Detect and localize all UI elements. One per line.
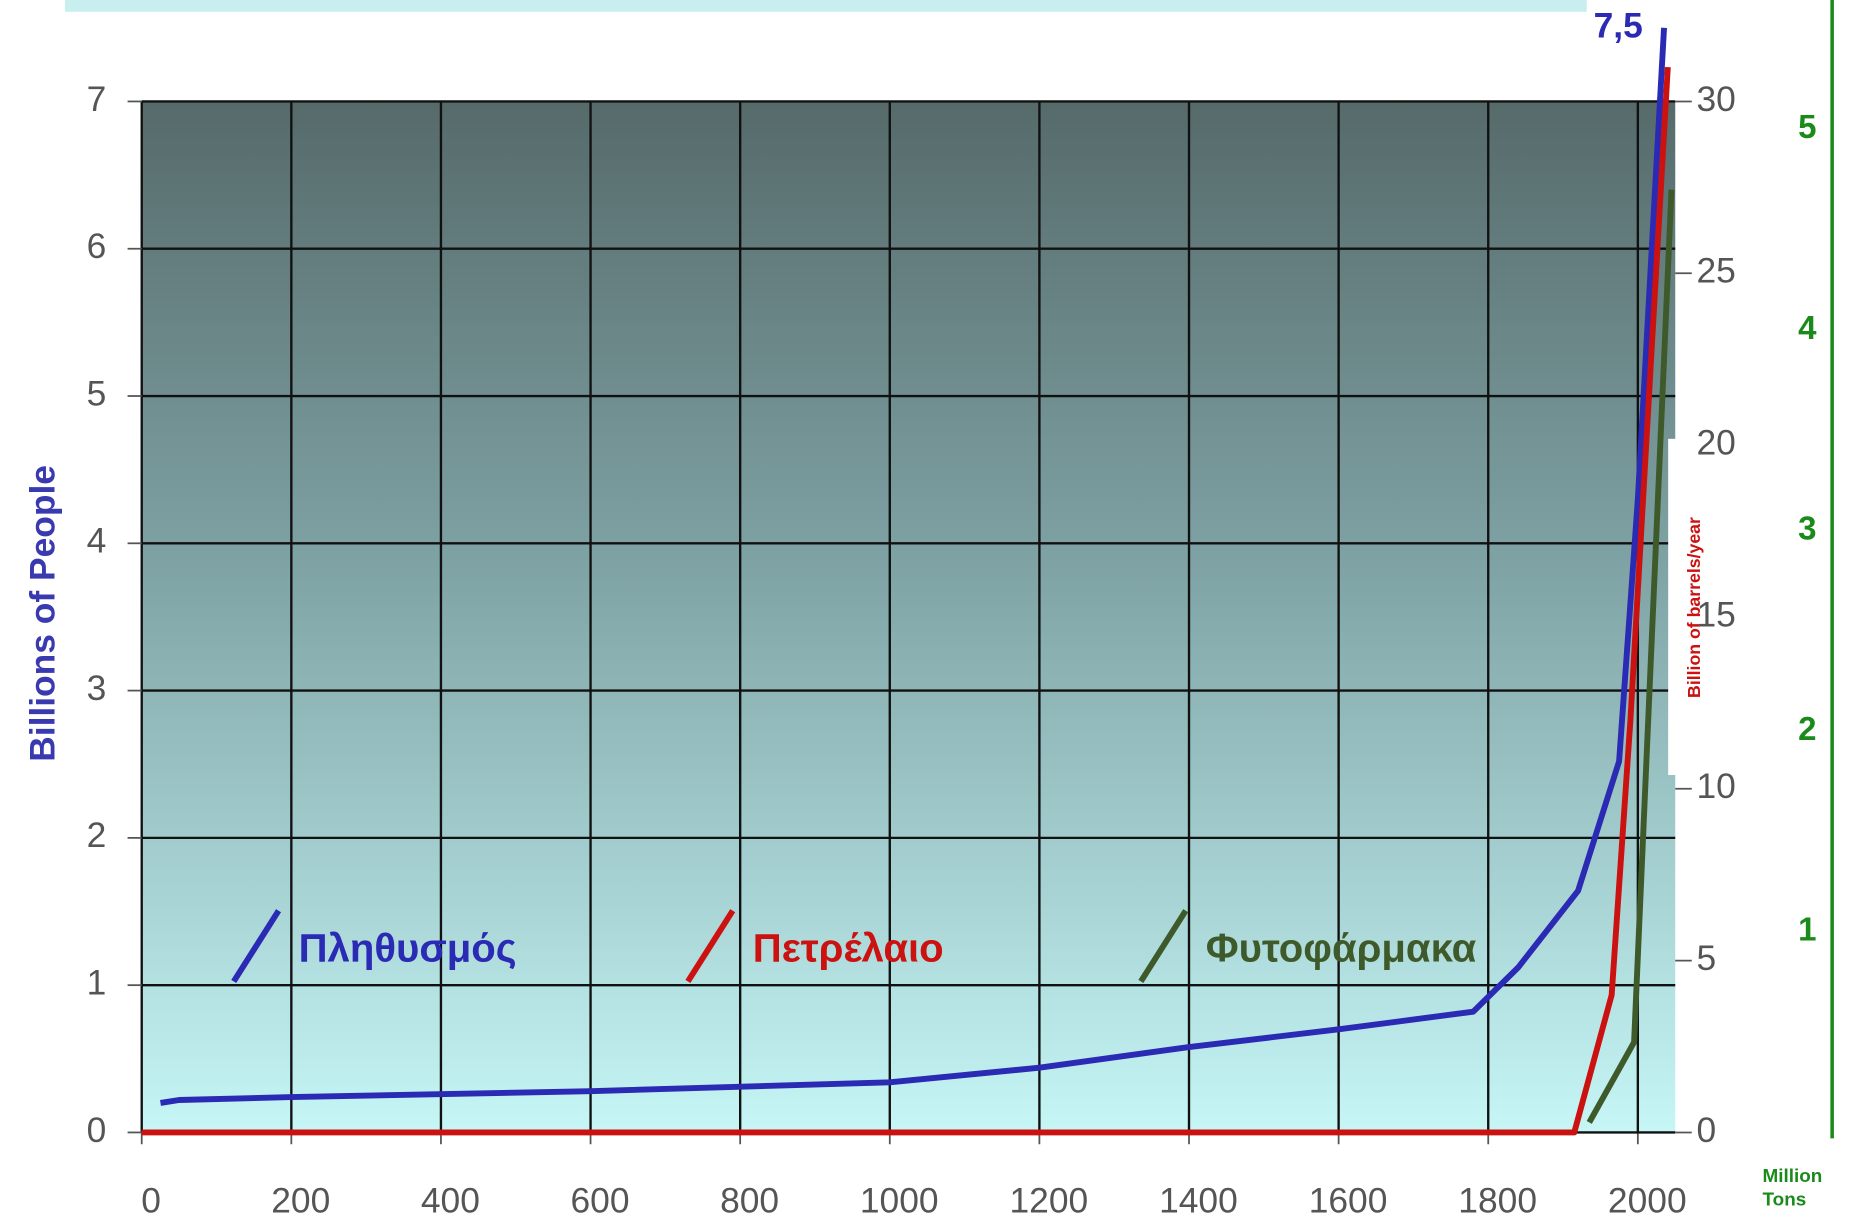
y-tick-label: 6 — [87, 227, 107, 266]
legend-label: Φυτοφάρμακα — [1206, 926, 1477, 970]
y3-tick-label: 3 — [1798, 509, 1816, 546]
x-tick-label: 400 — [421, 1182, 480, 1221]
x-tick-label: 0 — [141, 1182, 161, 1221]
y2-tick-label: 25 — [1696, 252, 1735, 291]
y3-axis-title: Million Tons — [1762, 1166, 1823, 1211]
y3-tick-label: 1 — [1798, 911, 1816, 948]
axis-title-box — [1668, 438, 1706, 776]
value-label: 7,5 — [1594, 7, 1643, 46]
x-tick-label: 1400 — [1159, 1182, 1238, 1221]
x-tick-label: 1000 — [860, 1182, 939, 1221]
series-line — [141, 66, 1671, 1136]
y2-axis-title: Billion of barrels/year — [1684, 517, 1704, 698]
y2-tick-label: 15 — [1696, 595, 1735, 634]
legend-swatch — [1138, 909, 1189, 984]
y-tick-label: 4 — [87, 522, 107, 561]
plot-area — [141, 101, 1676, 1133]
legend-swatch — [685, 909, 736, 984]
x-tick-label: 1600 — [1309, 1182, 1388, 1221]
y3-tick-label: 4 — [1798, 309, 1817, 346]
top-band — [65, 0, 1587, 12]
legend-label: Πετρέλαιο — [753, 926, 944, 970]
y3-axis-title-box: Million Tons — [1762, 1166, 1823, 1211]
y-tick-label: 5 — [87, 374, 107, 413]
series-line — [1586, 189, 1675, 1124]
x-tick-label: 2000 — [1608, 1182, 1687, 1221]
y-tick-label: 3 — [87, 669, 107, 708]
y2-tick-label: 20 — [1696, 423, 1735, 462]
y3-tick-label: 2 — [1798, 710, 1816, 747]
x-tick-label: 1200 — [1009, 1182, 1088, 1221]
y-tick-label: 2 — [87, 816, 107, 855]
x-tick-label: 800 — [720, 1182, 779, 1221]
y2-tick-label: 0 — [1696, 1111, 1716, 1150]
y2-tick-label: 10 — [1696, 767, 1735, 806]
legend-swatch — [231, 909, 282, 984]
y-tick-label: 7 — [87, 80, 107, 119]
y2-tick-label: 5 — [1696, 939, 1716, 978]
y-tick-label: 0 — [87, 1111, 107, 1150]
series-line — [160, 27, 1667, 1106]
legend-label: Πληθυσμός — [299, 926, 517, 970]
x-tick-label: 1800 — [1458, 1182, 1537, 1221]
y2-tick-label: 30 — [1696, 80, 1735, 119]
y-axis-title: Billions of People — [23, 465, 62, 762]
x-tick-label: 200 — [271, 1182, 330, 1221]
y3-tick-label: 5 — [1798, 108, 1816, 145]
marks — [141, 27, 1675, 1136]
y-tick-label: 1 — [87, 964, 107, 1003]
x-tick-label: 600 — [570, 1182, 629, 1221]
